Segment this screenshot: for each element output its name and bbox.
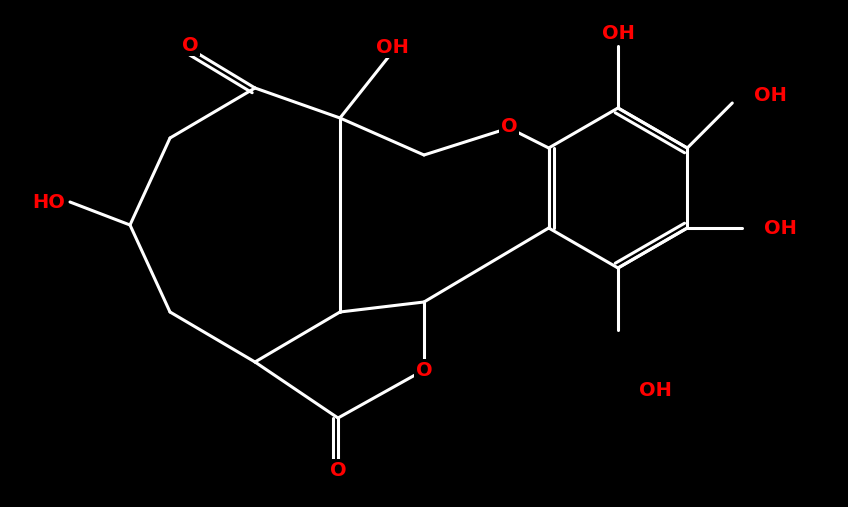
Text: OH: OH (764, 219, 797, 237)
Text: OH: OH (754, 86, 787, 104)
Text: OH: OH (639, 380, 672, 400)
Text: HO: HO (32, 193, 65, 211)
Text: OH: OH (601, 23, 634, 43)
Text: O: O (330, 460, 346, 480)
Text: O: O (181, 35, 198, 54)
Text: OH: OH (376, 38, 409, 56)
Text: O: O (500, 117, 517, 135)
Text: O: O (416, 360, 432, 380)
